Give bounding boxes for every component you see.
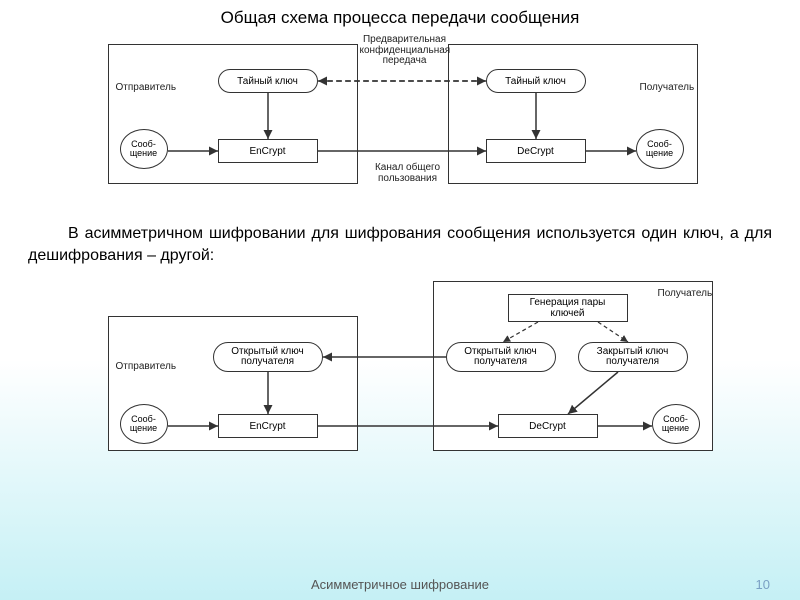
encrypt-box-2: EnCrypt [218,414,318,438]
decrypt-box: DeCrypt [486,139,586,163]
decrypt-box-2: DeCrypt [498,414,598,438]
footer-caption: Асимметричное шифрование [0,577,800,592]
message-left: Сооб- щение [120,129,168,169]
keygen-box: Генерация пары ключей [508,294,628,322]
encrypt-box: EnCrypt [218,139,318,163]
slide-title: Общая схема процесса передачи сообщения [0,0,800,28]
message-right-2: Сооб- щение [652,404,700,444]
channel-label: Канал общего пользования [368,162,448,184]
secret-key-left: Тайный ключ [218,69,318,93]
pubkey-left: Открытый ключ получателя [213,342,323,372]
sender-label-2: Отправитель [116,361,177,372]
privkey: Закрытый ключ получателя [578,342,688,372]
page-number: 10 [756,577,770,592]
body-text: В асимметричном шифровании для шифровани… [0,209,800,270]
diagram-asymmetric: Отправитель Получатель Генерация пары кл… [48,276,753,471]
message-left-2: Сооб- щение [120,404,168,444]
pubkey-right: Открытый ключ получателя [446,342,556,372]
secret-key-right: Тайный ключ [486,69,586,93]
diagram-symmetric: Отправитель Получатель Предварительная к… [48,34,753,209]
sender-label: Отправитель [116,82,177,93]
message-right: Сооб- щение [636,129,684,169]
pre-transfer-label: Предварительная конфиденциальная передач… [360,35,450,67]
receiver-label: Получатель [640,82,695,93]
receiver-label-2: Получатель [658,288,713,299]
